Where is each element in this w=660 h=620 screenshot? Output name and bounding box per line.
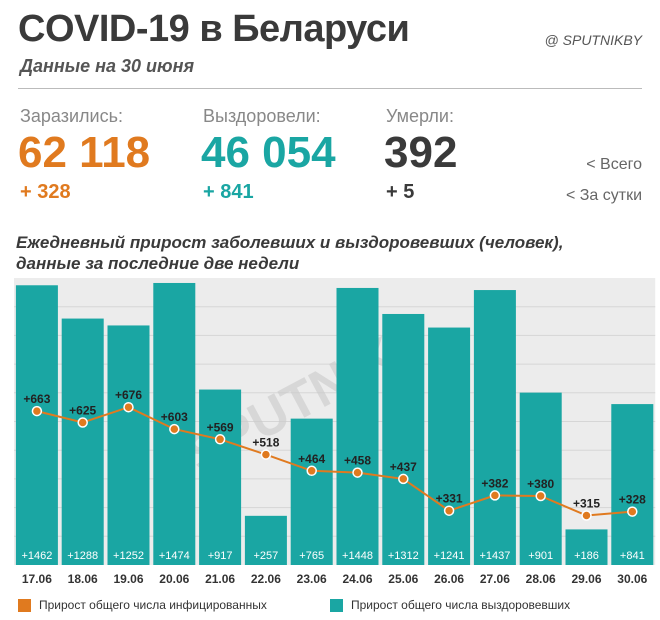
page-title: COVID-19 в Беларуси [18,8,410,50]
x-tick-label: 17.06 [22,572,52,586]
infected-point [306,465,317,477]
recovered-bar-label: +1252 [113,550,144,562]
infected-point [31,405,43,417]
recovered-delta: + 841 [203,181,254,203]
recovered-bar-label: +901 [528,550,553,562]
hint-daily: < За сутки [565,187,642,204]
infected-point-label: +464 [298,452,325,466]
infected-point-label: +331 [436,492,463,506]
recovered-bar [15,285,58,565]
infected-point [581,510,592,521]
recovered-bar [382,313,425,565]
infected-point-label: +382 [481,476,508,490]
infected-point-label: +518 [252,436,279,450]
hint-total: < Всего [586,156,642,173]
x-tick-label: 25.06 [388,572,418,586]
x-tick-label: 29.06 [571,572,601,586]
header-divider [18,88,642,89]
recovered-bar-label: +257 [254,550,279,562]
x-tick-label: 27.06 [480,572,510,586]
recovered-bar-label: +1448 [342,550,373,562]
recovered-total: 46 054 [201,128,336,177]
recovered-bar-label: +186 [574,550,599,562]
recovered-bar-label: +765 [299,550,324,562]
infected-point [398,473,409,485]
x-tick-label: 28.06 [526,572,556,586]
recovered-bar [290,418,333,565]
infected-point-label: +676 [115,388,142,402]
recovered-bar-label: +1474 [159,550,190,562]
infected-line [36,406,633,517]
x-tick-label: 18.06 [68,572,98,586]
recovered-bar-label: +1288 [67,550,98,562]
legend-infected-label: Прирост общего числа инфицированных [39,598,267,612]
x-tick-label: 23.06 [297,572,327,586]
infected-point [77,417,88,428]
recovered-bar-label: +841 [620,550,645,562]
infected-point [214,434,226,445]
infected-point [443,505,455,516]
infected-point-label: +663 [23,392,50,406]
chart-title: Ежедневный прирост заболевших и выздоров… [16,233,564,273]
page-subtitle: Данные на 30 июня [20,56,195,76]
recovered-bar-label: +1437 [479,550,510,562]
infected-point-label: +569 [207,420,234,434]
recovered-label: Выздоровели: [203,106,321,126]
died-label: Умерли: [386,106,454,126]
infected-point [169,423,180,435]
infected-point-label: +458 [344,454,371,468]
legend-infected-swatch [18,598,31,612]
recovered-bar [336,287,379,565]
brand-handle: @ SPUTNIKBY [544,32,642,48]
infected-label: Заразились: [20,106,123,126]
legend-recovered: Прирост общего числа выздоровевших [330,598,570,612]
x-tick-label: 20.06 [159,572,189,586]
recovered-bar [428,327,471,565]
x-tick-label: 30.06 [617,572,647,586]
recovered-bar [519,392,562,565]
legend-recovered-swatch [330,598,343,612]
chart-area: SPUTNIK+146217.06+128818.06+125219.06+14… [14,278,656,586]
infected-point-label: +625 [69,404,96,418]
x-tick-label: 26.06 [434,572,464,586]
infected-delta: + 328 [20,181,71,203]
recovered-bar [565,529,608,565]
recovered-bar-label: +917 [208,550,233,562]
recovered-bar [199,389,242,565]
infected-point-label: +437 [390,460,417,474]
x-tick-label: 22.06 [251,572,281,586]
recovered-bar-label: +1241 [434,550,465,562]
x-tick-label: 19.06 [113,572,143,586]
recovered-bar [107,325,150,565]
infected-point [489,490,501,501]
infected-point-label: +315 [573,497,600,511]
legend-infected: Прирост общего числа инфицированных [18,598,267,612]
infected-point [627,506,638,517]
recovered-bar [473,290,516,565]
died-delta: + 5 [386,181,415,203]
x-tick-label: 21.06 [205,572,235,586]
infected-point [260,449,272,460]
recovered-bar [611,404,654,565]
infected-point [535,490,546,502]
infected-point [123,401,134,413]
infected-point [352,467,363,478]
legend-recovered-label: Прирост общего числа выздоровевших [351,598,571,612]
infected-point-label: +380 [527,477,554,491]
x-tick-label: 24.06 [342,572,372,586]
recovered-bar [244,515,287,565]
died-total: 392 [384,128,458,177]
infected-point-label: +328 [619,493,646,507]
infected-point-label: +603 [161,410,188,424]
recovered-bar [61,318,104,565]
recovered-bar-label: +1312 [388,550,419,562]
infected-total: 62 118 [18,128,151,177]
recovered-bar-label: +1462 [21,550,52,562]
